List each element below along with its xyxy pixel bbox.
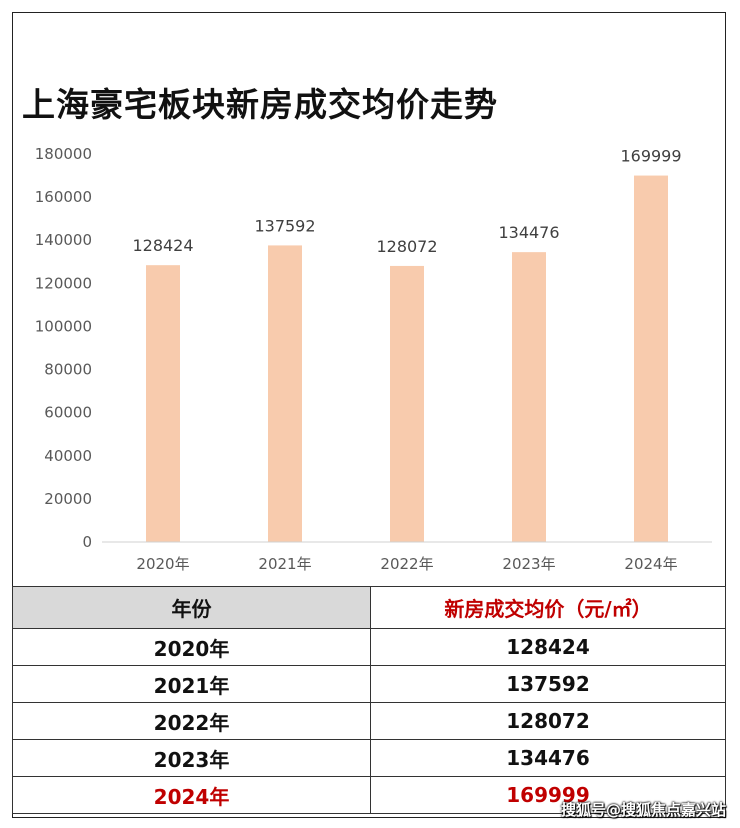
cell-year: 2023年 xyxy=(12,739,371,777)
cell-price: 134476 xyxy=(370,739,726,777)
header-year: 年份 xyxy=(12,586,371,629)
bar xyxy=(268,245,302,543)
x-tick-label: 2020年 xyxy=(136,555,189,573)
y-tick-label: 0 xyxy=(82,533,92,551)
data-label: 128424 xyxy=(132,236,193,255)
cell-year: 2021年 xyxy=(12,665,371,703)
data-label: 169999 xyxy=(620,147,681,166)
x-tick-label: 2021年 xyxy=(258,555,311,573)
bars xyxy=(146,175,668,543)
bar xyxy=(634,175,668,542)
data-label: 128072 xyxy=(376,237,437,256)
x-tick-label: 2022年 xyxy=(380,555,433,573)
y-tick-label: 20000 xyxy=(44,490,92,508)
x-tick-label: 2023年 xyxy=(502,555,555,573)
data-table: 年份 新房成交均价（元/㎡） 2020年 128424 2021年 137592… xyxy=(12,586,726,814)
y-tick-label: 160000 xyxy=(35,188,92,206)
y-tick-label: 180000 xyxy=(35,145,92,163)
table-row: 2023年 134476 xyxy=(12,739,726,777)
data-label: 134476 xyxy=(498,223,559,242)
cell-year: 2022年 xyxy=(12,702,371,740)
bar-chart: 0 20000 40000 60000 80000 100000 120000 140000 1… xyxy=(35,145,712,573)
table-header-row: 年份 新房成交均价（元/㎡） xyxy=(12,586,726,629)
y-tick-label: 100000 xyxy=(35,317,92,335)
cell-price: 128072 xyxy=(370,702,726,740)
cell-price: 128424 xyxy=(370,628,726,666)
table-row: 2022年 128072 xyxy=(12,702,726,740)
x-axis-labels: 2020年 2021年 2022年 2023年 2024年 xyxy=(136,555,677,573)
bar xyxy=(146,265,180,542)
cell-year: 2020年 xyxy=(12,628,371,666)
table-row: 2021年 137592 xyxy=(12,665,726,703)
watermark: 搜狐号@搜狐焦点嘉兴站 xyxy=(560,801,726,819)
data-label: 137592 xyxy=(254,216,315,235)
cell-price: 137592 xyxy=(370,665,726,703)
table-row: 2020年 128424 xyxy=(12,628,726,666)
y-tick-label: 140000 xyxy=(35,231,92,249)
data-labels: 128424 137592 128072 134476 169999 xyxy=(132,147,681,256)
y-tick-label: 120000 xyxy=(35,274,92,292)
chart-title: 上海豪宅板块新房成交均价走势 xyxy=(22,85,498,124)
table-row-highlight: 2024年 169999 xyxy=(12,776,726,814)
y-tick-label: 60000 xyxy=(44,404,92,422)
bar xyxy=(390,265,424,542)
cell-price: 169999 xyxy=(370,776,726,814)
cell-year: 2024年 xyxy=(12,776,371,814)
bar xyxy=(512,252,546,542)
x-tick-label: 2024年 xyxy=(624,555,677,573)
y-tick-label: 40000 xyxy=(44,447,92,465)
header-price: 新房成交均价（元/㎡） xyxy=(370,586,726,629)
y-axis-labels: 0 20000 40000 60000 80000 100000 120000 140000 1… xyxy=(35,145,92,551)
y-tick-label: 80000 xyxy=(44,361,92,379)
